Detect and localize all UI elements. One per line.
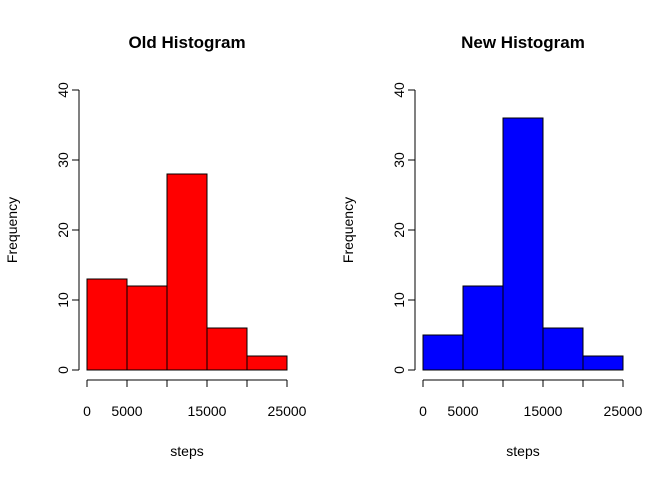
new-histogram-panel: New Histogram steps Frequency 0 5000 15000… (340, 33, 643, 459)
new-histogram-bars (422, 117, 624, 371)
old-histogram-xlabel: steps (170, 443, 203, 459)
new-histogram-x-tick-label-0: 0 (419, 403, 427, 419)
new-histogram-bar-1 (462, 285, 504, 371)
new-histogram-xlabel: steps (506, 443, 539, 459)
old-histogram-title: Old Histogram (128, 33, 245, 52)
old-histogram-y-tick-label-4: 40 (55, 82, 71, 98)
old-histogram-x-axis: 0 5000 15000 25000 (83, 379, 307, 419)
new-histogram-y-tick-label-3: 30 (391, 152, 407, 168)
new-histogram-y-tick-label-0: 0 (391, 366, 407, 374)
new-histogram-x-tick-label-1: 5000 (447, 403, 478, 419)
new-histogram-x-tick-label-3: 15000 (524, 403, 563, 419)
old-histogram-y-tick-label-2: 20 (55, 222, 71, 238)
old-histogram-bar-0 (86, 278, 128, 371)
new-histogram-y-axis: 0 10 20 30 40 (391, 82, 416, 374)
new-histogram-y-tick-label-1: 10 (391, 292, 407, 308)
old-histogram-x-tick-label-1: 5000 (111, 403, 142, 419)
old-histogram-ylabel: Frequency (4, 197, 20, 263)
old-histogram-x-tick-label-0: 0 (83, 403, 91, 419)
old-histogram-x-tick-label-5: 25000 (268, 403, 307, 419)
new-histogram-x-axis: 0 5000 15000 25000 (419, 379, 643, 419)
old-histogram-bar-4 (246, 355, 288, 371)
new-histogram-y-tick-label-4: 40 (391, 82, 407, 98)
old-histogram-panel: Old Histogram steps Frequency 0 5000 15000… (4, 33, 307, 459)
old-histogram-bars (86, 173, 288, 371)
new-histogram-title: New Histogram (461, 33, 585, 52)
old-histogram-y-tick-label-3: 30 (55, 152, 71, 168)
old-histogram-bar-1 (126, 285, 168, 371)
old-histogram-bar-3 (206, 327, 248, 371)
old-histogram-y-tick-label-1: 10 (55, 292, 71, 308)
new-histogram-x-tick-label-5: 25000 (604, 403, 643, 419)
old-histogram-y-tick-label-0: 0 (55, 366, 71, 374)
old-histogram-x-tick-label-3: 15000 (188, 403, 227, 419)
new-histogram-bar-4 (582, 355, 624, 371)
new-histogram-ylabel: Frequency (340, 197, 356, 263)
old-histogram-y-axis: 0 10 20 30 40 (55, 82, 80, 374)
old-histogram-bar-2 (166, 173, 208, 371)
new-histogram-bar-3 (542, 327, 584, 371)
new-histogram-bar-0 (422, 334, 464, 371)
new-histogram-y-tick-label-2: 20 (391, 222, 407, 238)
new-histogram-bar-2 (502, 117, 544, 371)
